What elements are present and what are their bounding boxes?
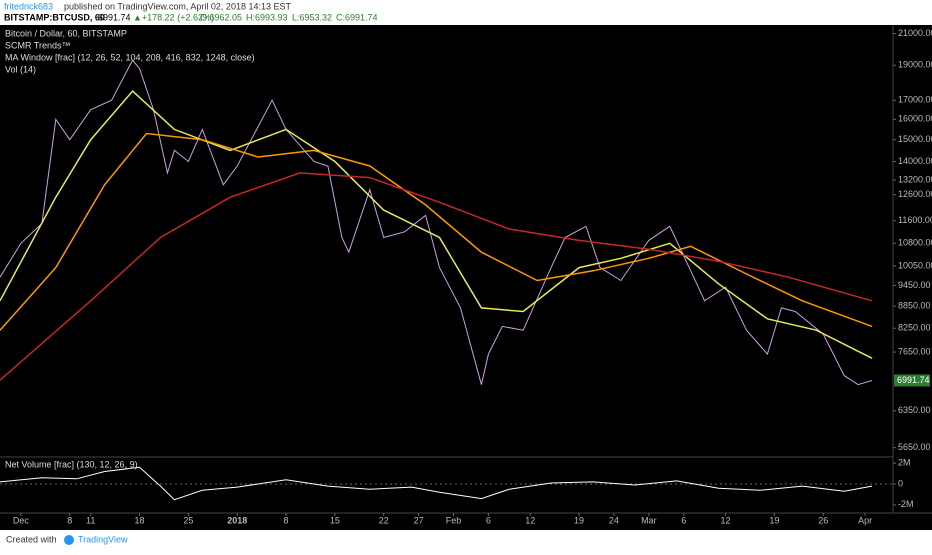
price-axis-label: 5650.00 — [898, 442, 931, 452]
price-axis-label: 14000.00 — [898, 156, 932, 166]
author[interactable]: fritedrick683 — [4, 1, 53, 11]
price-axis-label: 8850.00 — [898, 300, 931, 310]
last-price-box — [894, 374, 930, 387]
series-line — [0, 172, 873, 381]
last: 6991.74 — [98, 12, 131, 22]
price-axis-label: 15000.00 — [898, 134, 932, 144]
legend-item: SCMR Trends™ — [5, 40, 71, 50]
time-axis-label: 6 — [681, 515, 686, 525]
footer-created: Created with — [6, 534, 57, 544]
time-axis-label: Mar — [641, 515, 657, 525]
open: O:6962.05 — [200, 12, 242, 22]
footer-brand[interactable]: TradingView — [78, 534, 128, 544]
pane-title: Net Volume [frac] (130, 12, 26, 9) — [5, 459, 138, 469]
logo — [64, 535, 74, 545]
price-axis-label: 11600.00 — [898, 215, 932, 225]
close: C:6991.74 — [336, 12, 378, 22]
price-axis-label: 16000.00 — [898, 114, 932, 124]
series-line — [0, 132, 873, 331]
time-axis-label: 6 — [486, 515, 491, 525]
time-axis-label: 27 — [414, 515, 424, 525]
time-axis-label: 18 — [135, 515, 145, 525]
low: L:6953.32 — [292, 12, 332, 22]
legend-item: Vol (14) — [5, 64, 36, 74]
time-axis-label: 2018 — [227, 515, 247, 525]
price-axis-label: 9450.00 — [898, 280, 931, 290]
price-axis-label: 6350.00 — [898, 405, 931, 415]
price-axis-label: 10800.00 — [898, 238, 932, 248]
price-axis-label: 19000.00 — [898, 60, 932, 70]
series-line — [0, 90, 873, 359]
time-axis-label: Apr — [858, 515, 872, 525]
time-axis-label: 8 — [67, 515, 72, 525]
legend-item: Bitcoin / Dollar, 60, BITSTAMP — [5, 28, 127, 38]
time-axis-label: 8 — [284, 515, 289, 525]
price-axis-label: 12600.00 — [898, 189, 932, 199]
price-axis-label: -2M — [898, 499, 914, 509]
time-axis-label: 25 — [183, 515, 193, 525]
series-line — [0, 466, 873, 501]
price-axis-label: 21000.00 — [898, 28, 932, 38]
price-axis-label: 8250.00 — [898, 323, 931, 333]
time-axis-label: Feb — [446, 515, 462, 525]
series-line — [0, 59, 873, 386]
time-axis-label: 11 — [86, 515, 95, 525]
time-axis-label: 12 — [525, 515, 535, 525]
time-axis-label: 24 — [609, 515, 619, 525]
price-axis-label: 0 — [898, 478, 903, 488]
last-price-label: 6991.74 — [897, 375, 930, 385]
symbol: BITSTAMP:BTCUSD, 60 — [4, 12, 105, 22]
legend-item: MA Window [frac] (12, 26, 52, 104, 208, … — [5, 52, 255, 62]
time-axis-label: 26 — [818, 515, 828, 525]
price-axis-label: 2M — [898, 458, 911, 468]
price-axis-label: 13200.00 — [898, 174, 932, 184]
time-axis-label: Dec — [13, 515, 30, 525]
price-axis-label: 17000.00 — [898, 95, 932, 105]
published: published on TradingView.com, April 02, … — [64, 1, 291, 11]
time-axis-label: 15 — [330, 515, 340, 525]
time-axis-label: 19 — [769, 515, 779, 525]
change: ▲+178.22 (+2.62%) — [133, 12, 214, 22]
chart-area — [0, 25, 932, 530]
time-axis-label: 12 — [721, 515, 731, 525]
price-axis-label: 7650.00 — [898, 346, 931, 356]
price-axis-label: 10050.00 — [898, 260, 932, 270]
time-axis-label: 22 — [379, 515, 389, 525]
time-axis-label: 19 — [574, 515, 584, 525]
high: H:6993.93 — [246, 12, 288, 22]
